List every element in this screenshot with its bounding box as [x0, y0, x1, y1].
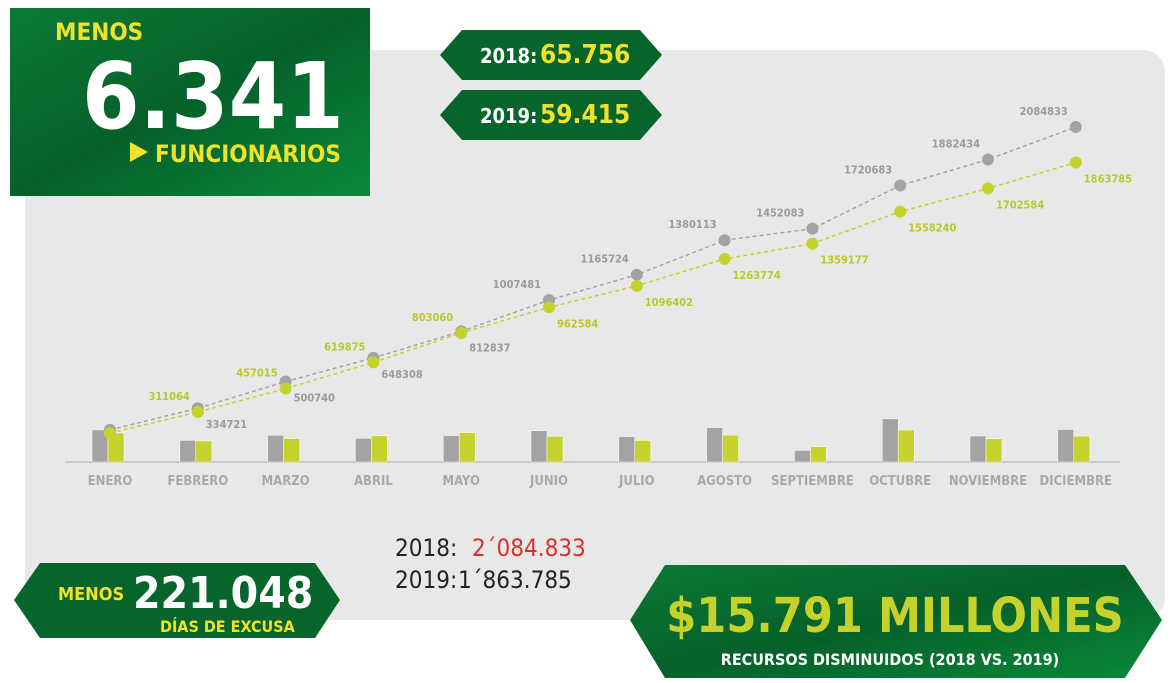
banner-year: 2019:: [480, 104, 537, 128]
bar: [634, 440, 652, 463]
point-label: 1007481: [493, 278, 541, 291]
x-tick-label: MAYO: [442, 474, 479, 489]
x-tick-label: ABRIL: [354, 474, 393, 489]
point: [894, 205, 907, 218]
bar: [442, 435, 460, 463]
bar: [179, 440, 197, 463]
excusa-number: 221.048: [133, 568, 313, 619]
banner-value: 65.756: [540, 40, 630, 70]
excusa-prefix: MENOS: [58, 584, 124, 605]
point-label: 1720683: [844, 164, 892, 177]
arrow-icon: [130, 142, 148, 162]
bar: [897, 429, 915, 463]
recursos-amount: $15.791 MILLONES: [666, 588, 1124, 644]
line: [109, 161, 1077, 434]
point-label: 803060: [412, 311, 453, 324]
bar: [355, 438, 372, 463]
point: [718, 252, 731, 265]
badge-suffix: FUNCIONARIOS: [155, 140, 341, 168]
point: [455, 326, 468, 339]
bar: [810, 446, 827, 463]
bar: [618, 436, 636, 463]
point-label: 1863785: [1084, 173, 1132, 186]
point-label: 1558240: [908, 222, 956, 235]
banner-year: 2018:: [480, 44, 537, 68]
point: [718, 234, 731, 247]
point: [806, 237, 819, 250]
bar: [985, 438, 1003, 463]
point-label: 648308: [381, 368, 422, 381]
point: [191, 406, 204, 419]
point-label: 1380113: [668, 218, 716, 231]
total-value: 1´863.785: [458, 566, 572, 594]
point: [279, 382, 292, 395]
x-tick-label: FEBRERO: [167, 474, 228, 489]
point-label: 2084833: [1020, 105, 1068, 118]
point: [894, 179, 907, 192]
point-label: 311064: [148, 390, 189, 403]
point: [104, 427, 116, 440]
bar: [195, 440, 213, 463]
recursos-caption: RECURSOS DISMINUIDOS (2018 VS. 2019): [721, 650, 1060, 669]
x-tick-label: SEPTIEMBRE: [771, 474, 854, 489]
excusa-suffix: DÍAS DE EXCUSA: [160, 617, 296, 636]
banner: [440, 30, 662, 80]
point-label: 962584: [557, 317, 598, 330]
bar: [794, 450, 811, 463]
point-label: 1263774: [733, 269, 781, 282]
point-label: 500740: [294, 392, 335, 405]
total-year: 2019:: [395, 566, 457, 594]
total-value: 2´084.833: [472, 534, 586, 562]
x-tick-label: OCTUBRE: [869, 474, 931, 489]
point: [630, 279, 643, 292]
point: [982, 182, 994, 195]
banner: [440, 90, 662, 140]
bar: [722, 434, 739, 463]
bar: [881, 418, 899, 463]
bar: [1073, 435, 1091, 463]
x-tick-label: DICIEMBRE: [1040, 474, 1113, 489]
bar: [1057, 429, 1075, 463]
point-label: 1096402: [645, 296, 693, 309]
point-label: 457015: [236, 367, 277, 380]
badge-number: 6.341: [82, 43, 344, 150]
bar: [371, 435, 388, 463]
point: [630, 268, 643, 281]
bar: [969, 435, 987, 463]
bar: [267, 435, 284, 463]
point: [367, 356, 380, 369]
banner-value: 59.415: [540, 100, 630, 130]
bar: [530, 430, 548, 463]
point: [982, 153, 994, 166]
total-year: 2018:: [395, 534, 457, 562]
point-label: 619875: [324, 340, 365, 353]
bar: [458, 432, 476, 463]
point-label: 1452083: [756, 207, 804, 220]
point-label: 1165724: [581, 253, 629, 266]
point-label: 1882434: [932, 138, 980, 151]
badge-prefix: MENOS: [55, 18, 143, 46]
point-label: 1359177: [820, 254, 868, 267]
x-tick-label: MARZO: [262, 474, 310, 489]
bar: [546, 436, 564, 463]
point-label: 1702584: [996, 198, 1044, 211]
bar: [706, 427, 723, 463]
recursos-banner: [630, 565, 1162, 678]
point: [1069, 156, 1082, 169]
point-label: 812837: [469, 341, 510, 354]
excusa-banner: [14, 563, 340, 638]
point: [806, 222, 819, 235]
x-tick-label: AGOSTO: [697, 474, 752, 489]
point-label: 334721: [206, 418, 247, 431]
point: [543, 301, 555, 314]
x-tick-label: JULIO: [618, 474, 655, 489]
x-tick-label: JUNIO: [529, 474, 568, 489]
badge-box: [10, 8, 370, 196]
bar: [283, 438, 300, 463]
x-tick-label: NOVIEMBRE: [949, 474, 1027, 489]
x-tick-label: ENERO: [88, 474, 133, 489]
point: [1069, 121, 1082, 134]
